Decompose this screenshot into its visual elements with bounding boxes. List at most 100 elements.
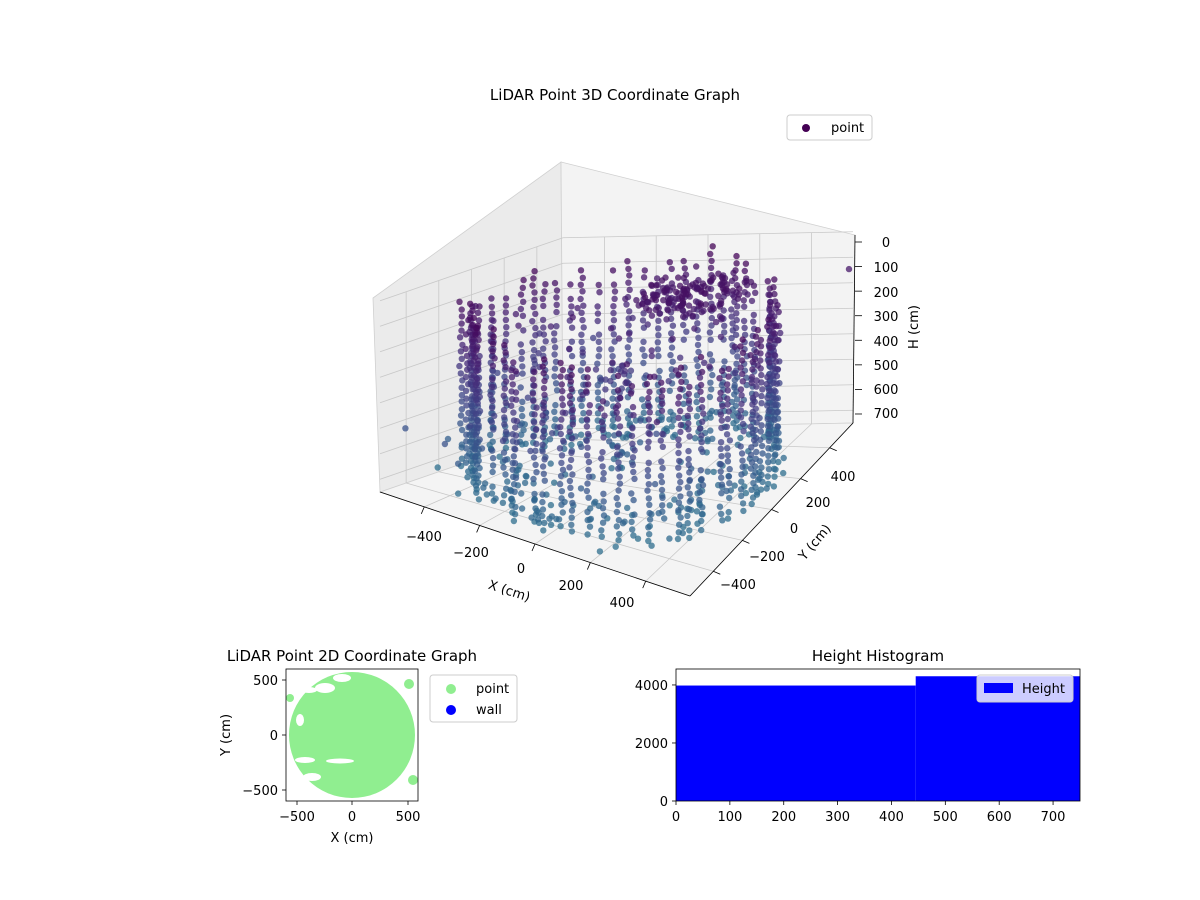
point-marker — [626, 336, 633, 343]
point-marker — [716, 503, 724, 510]
point-marker — [577, 267, 585, 274]
point-marker — [456, 362, 463, 370]
point-marker — [696, 496, 703, 504]
point-marker — [758, 392, 765, 400]
point-marker — [579, 288, 586, 295]
point-marker — [533, 440, 540, 447]
point-marker — [763, 485, 770, 492]
point-marker — [500, 357, 507, 364]
point-marker — [624, 344, 631, 351]
point-marker — [557, 430, 564, 438]
point-marker — [669, 358, 676, 365]
point-marker — [758, 371, 765, 379]
point-marker — [513, 396, 520, 403]
point-marker — [702, 301, 709, 308]
point-marker — [748, 415, 755, 422]
point-marker — [666, 259, 673, 266]
point-marker — [559, 387, 566, 395]
point-marker — [502, 295, 510, 302]
point-marker — [698, 445, 705, 453]
point-marker — [558, 495, 565, 502]
point-marker — [753, 419, 760, 426]
point-marker — [729, 287, 737, 294]
point-marker — [480, 484, 487, 491]
point-marker — [765, 437, 773, 444]
point-marker — [566, 464, 573, 471]
point-marker — [717, 389, 724, 396]
point-marker — [636, 439, 644, 446]
point-marker — [652, 306, 659, 313]
point-marker — [491, 412, 498, 420]
x-axis-label: X (cm) — [486, 578, 532, 606]
point-marker — [578, 417, 585, 424]
point-marker — [560, 437, 567, 445]
point-marker — [646, 501, 653, 508]
point-marker — [455, 460, 462, 467]
point-marker — [625, 322, 632, 329]
y-tick — [800, 478, 808, 482]
point-marker — [754, 341, 761, 348]
x-tick-label: 400 — [610, 596, 635, 611]
point-marker — [758, 442, 766, 450]
point-marker — [614, 402, 622, 409]
point-marker — [489, 362, 497, 370]
legend-box — [786, 114, 873, 141]
point-marker — [724, 401, 731, 408]
point-marker — [539, 316, 547, 324]
point-marker — [723, 431, 731, 438]
point-marker — [737, 386, 745, 393]
point-marker — [771, 352, 779, 359]
point-marker — [456, 298, 463, 305]
point-marker — [644, 444, 652, 452]
point-marker — [592, 366, 600, 373]
point-marker — [698, 404, 706, 411]
point-marker — [503, 485, 510, 492]
point-marker — [765, 387, 773, 394]
point-marker — [699, 418, 706, 425]
point-marker — [567, 295, 574, 303]
point-marker — [500, 492, 508, 499]
point-marker — [511, 511, 519, 518]
point-marker — [646, 516, 654, 523]
point-marker — [675, 393, 683, 401]
point-marker — [568, 441, 575, 449]
point-marker — [594, 382, 601, 389]
point-marker — [748, 297, 756, 305]
point-marker — [737, 343, 744, 350]
point-marker — [518, 505, 526, 512]
point-marker — [667, 408, 674, 415]
chart-3d-title: LiDAR Point 3D Coordinate Graph — [490, 86, 740, 104]
point-marker — [501, 456, 509, 463]
point-marker — [611, 295, 618, 302]
y-tick-label: −400 — [720, 578, 756, 593]
point-marker — [655, 325, 662, 332]
point-marker — [474, 361, 481, 368]
point-marker — [772, 401, 779, 408]
point-marker — [766, 344, 773, 351]
point-marker — [686, 405, 694, 413]
point-marker — [594, 410, 602, 417]
point-marker — [616, 473, 623, 480]
x-tick — [642, 580, 647, 589]
point-marker — [517, 341, 524, 348]
point-marker — [568, 435, 576, 442]
point-marker — [770, 284, 777, 291]
point-marker — [568, 303, 575, 310]
point-marker — [607, 377, 614, 385]
point-marker — [655, 317, 662, 324]
point-marker — [531, 357, 538, 364]
point-marker — [737, 434, 744, 442]
point-marker — [698, 517, 705, 525]
point-marker — [701, 282, 708, 290]
point-marker — [695, 348, 702, 356]
point-marker — [557, 472, 565, 480]
point-marker — [489, 468, 496, 476]
point-marker — [658, 379, 665, 386]
point-marker — [634, 535, 642, 542]
point-marker — [531, 411, 538, 418]
point-marker — [586, 523, 594, 530]
point-marker — [286, 694, 294, 702]
grid-line — [562, 333, 854, 341]
legend-label-point: point — [476, 682, 509, 697]
point-marker — [583, 487, 591, 495]
